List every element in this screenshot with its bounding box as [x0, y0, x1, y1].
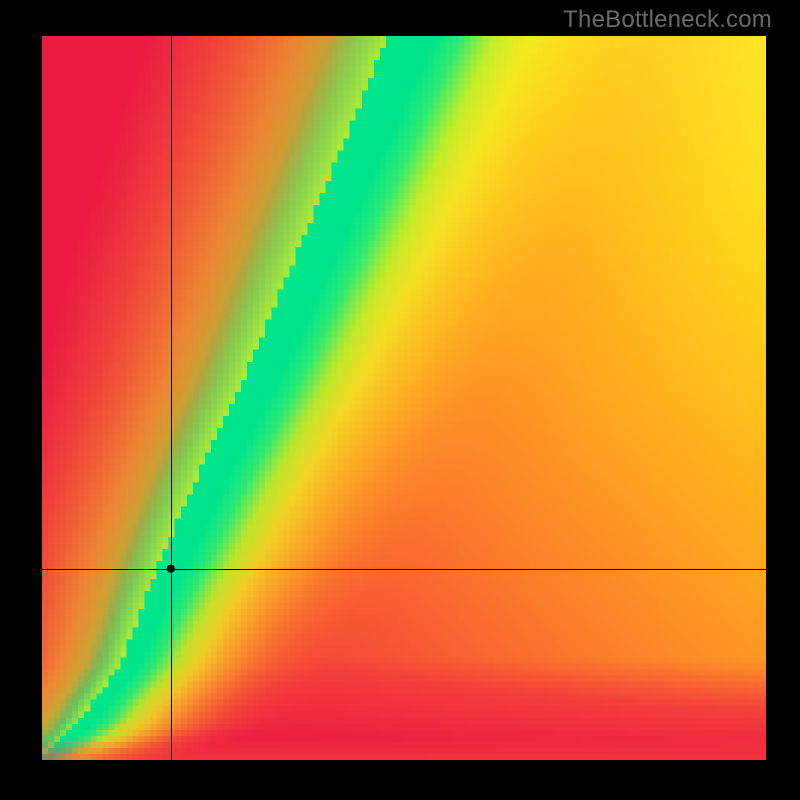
crosshair-overlay: [42, 36, 766, 760]
figure-root: TheBottleneck.com: [0, 0, 800, 800]
heatmap-plot: [42, 36, 766, 760]
watermark-text: TheBottleneck.com: [563, 6, 772, 34]
